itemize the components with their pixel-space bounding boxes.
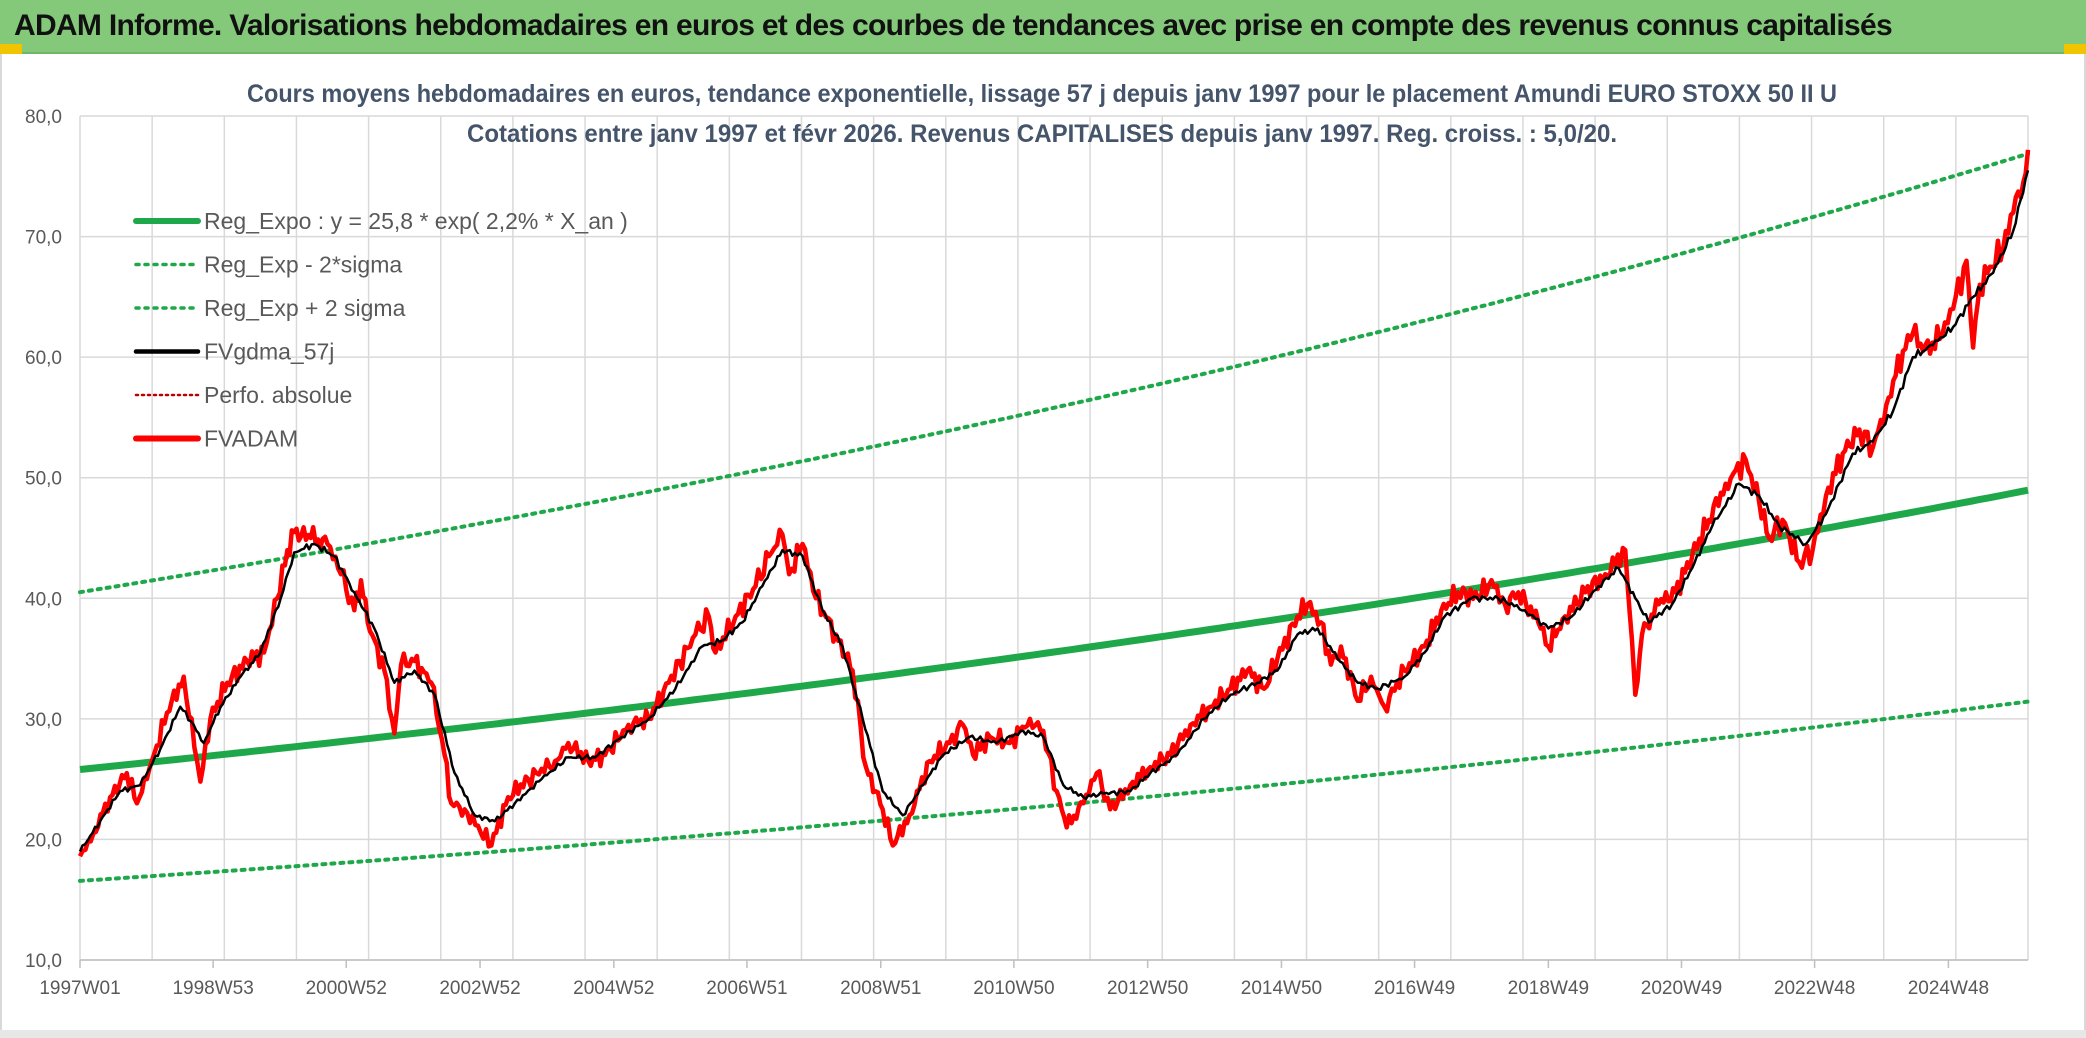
y-tick-label: 50,0 [25, 469, 62, 490]
series-reg-exp-plus-2-sigma [78, 151, 2030, 595]
x-tick-label: 2002W52 [439, 978, 520, 999]
legend-label: Reg_Expo : y = 25,8 * exp( 2,2% * X_an ) [204, 208, 628, 234]
legend-label: Reg_Exp + 2 sigma [204, 295, 406, 321]
x-tick-label: 1997W01 [39, 978, 120, 999]
y-tick-label: 60,0 [25, 348, 62, 369]
corner-marker-left [0, 44, 22, 54]
legend-label: Reg_Exp - 2*sigma [204, 252, 402, 278]
x-tick-label: 2020W49 [1641, 978, 1722, 999]
x-tick-label: 2022W48 [1774, 978, 1855, 999]
x-tick-label: 2008W51 [840, 978, 921, 999]
x-tick-label: 2024W48 [1908, 978, 1989, 999]
y-tick-label: 70,0 [25, 228, 62, 249]
y-tick-label: 10,0 [25, 951, 62, 972]
chart-panel: 10,0 20,0 30,0 40,0 50,0 60,0 70,0 80,0 1997W01 1… [0, 54, 2086, 1032]
legend: Reg_Expo : y = 25,8 * exp( 2,2% * X_an )… [133, 208, 628, 452]
y-tick-label: 20,0 [25, 830, 62, 851]
x-tick-label: 2006W51 [706, 978, 787, 999]
chart-title-line-1: Cours moyens hebdomadaires en euros, ten… [247, 80, 1837, 108]
series [77, 149, 2031, 883]
x-tick-label: 2016W49 [1374, 978, 1455, 999]
y-tick-label: 80,0 [25, 107, 62, 128]
x-tick-label: 2010W50 [973, 978, 1054, 999]
chart-title-line-2: Cotations entre janv 1997 et févr 2026. … [467, 120, 1617, 148]
corner-marker-right [2064, 44, 2086, 54]
series-reg-exp-minus-2-sigma [78, 699, 2030, 883]
legend-label: FVgdma_57j [204, 339, 334, 365]
trend-chart: 10,0 20,0 30,0 40,0 50,0 60,0 70,0 80,0 1997W01 1… [25, 80, 2031, 999]
report-title: ADAM Informe. Valorisations hebdomadaire… [14, 9, 1893, 42]
legend-label: FVADAM [204, 426, 298, 452]
x-tick-label: 2014W50 [1241, 978, 1322, 999]
series-fvgdma-57j [78, 169, 2030, 852]
x-tick-label: 2012W50 [1107, 978, 1188, 999]
y-tick-label: 30,0 [25, 710, 62, 731]
report-banner: ADAM Informe. Valorisations hebdomadaire… [0, 0, 2086, 54]
x-tick-label: 2000W52 [306, 978, 387, 999]
x-tick-label: 1998W53 [172, 978, 253, 999]
y-tick-label: 40,0 [25, 589, 62, 610]
x-tick-label: 2004W52 [573, 978, 654, 999]
bottom-strip [0, 1030, 2086, 1038]
legend-label: Perfo. absolue [204, 382, 352, 408]
x-tick-label: 2018W49 [1508, 978, 1589, 999]
series-reg-expo [79, 486, 2029, 773]
axes: 10,0 20,0 30,0 40,0 50,0 60,0 70,0 80,0 1997W01 1… [25, 107, 2028, 999]
grid-lines [79, 115, 2029, 961]
